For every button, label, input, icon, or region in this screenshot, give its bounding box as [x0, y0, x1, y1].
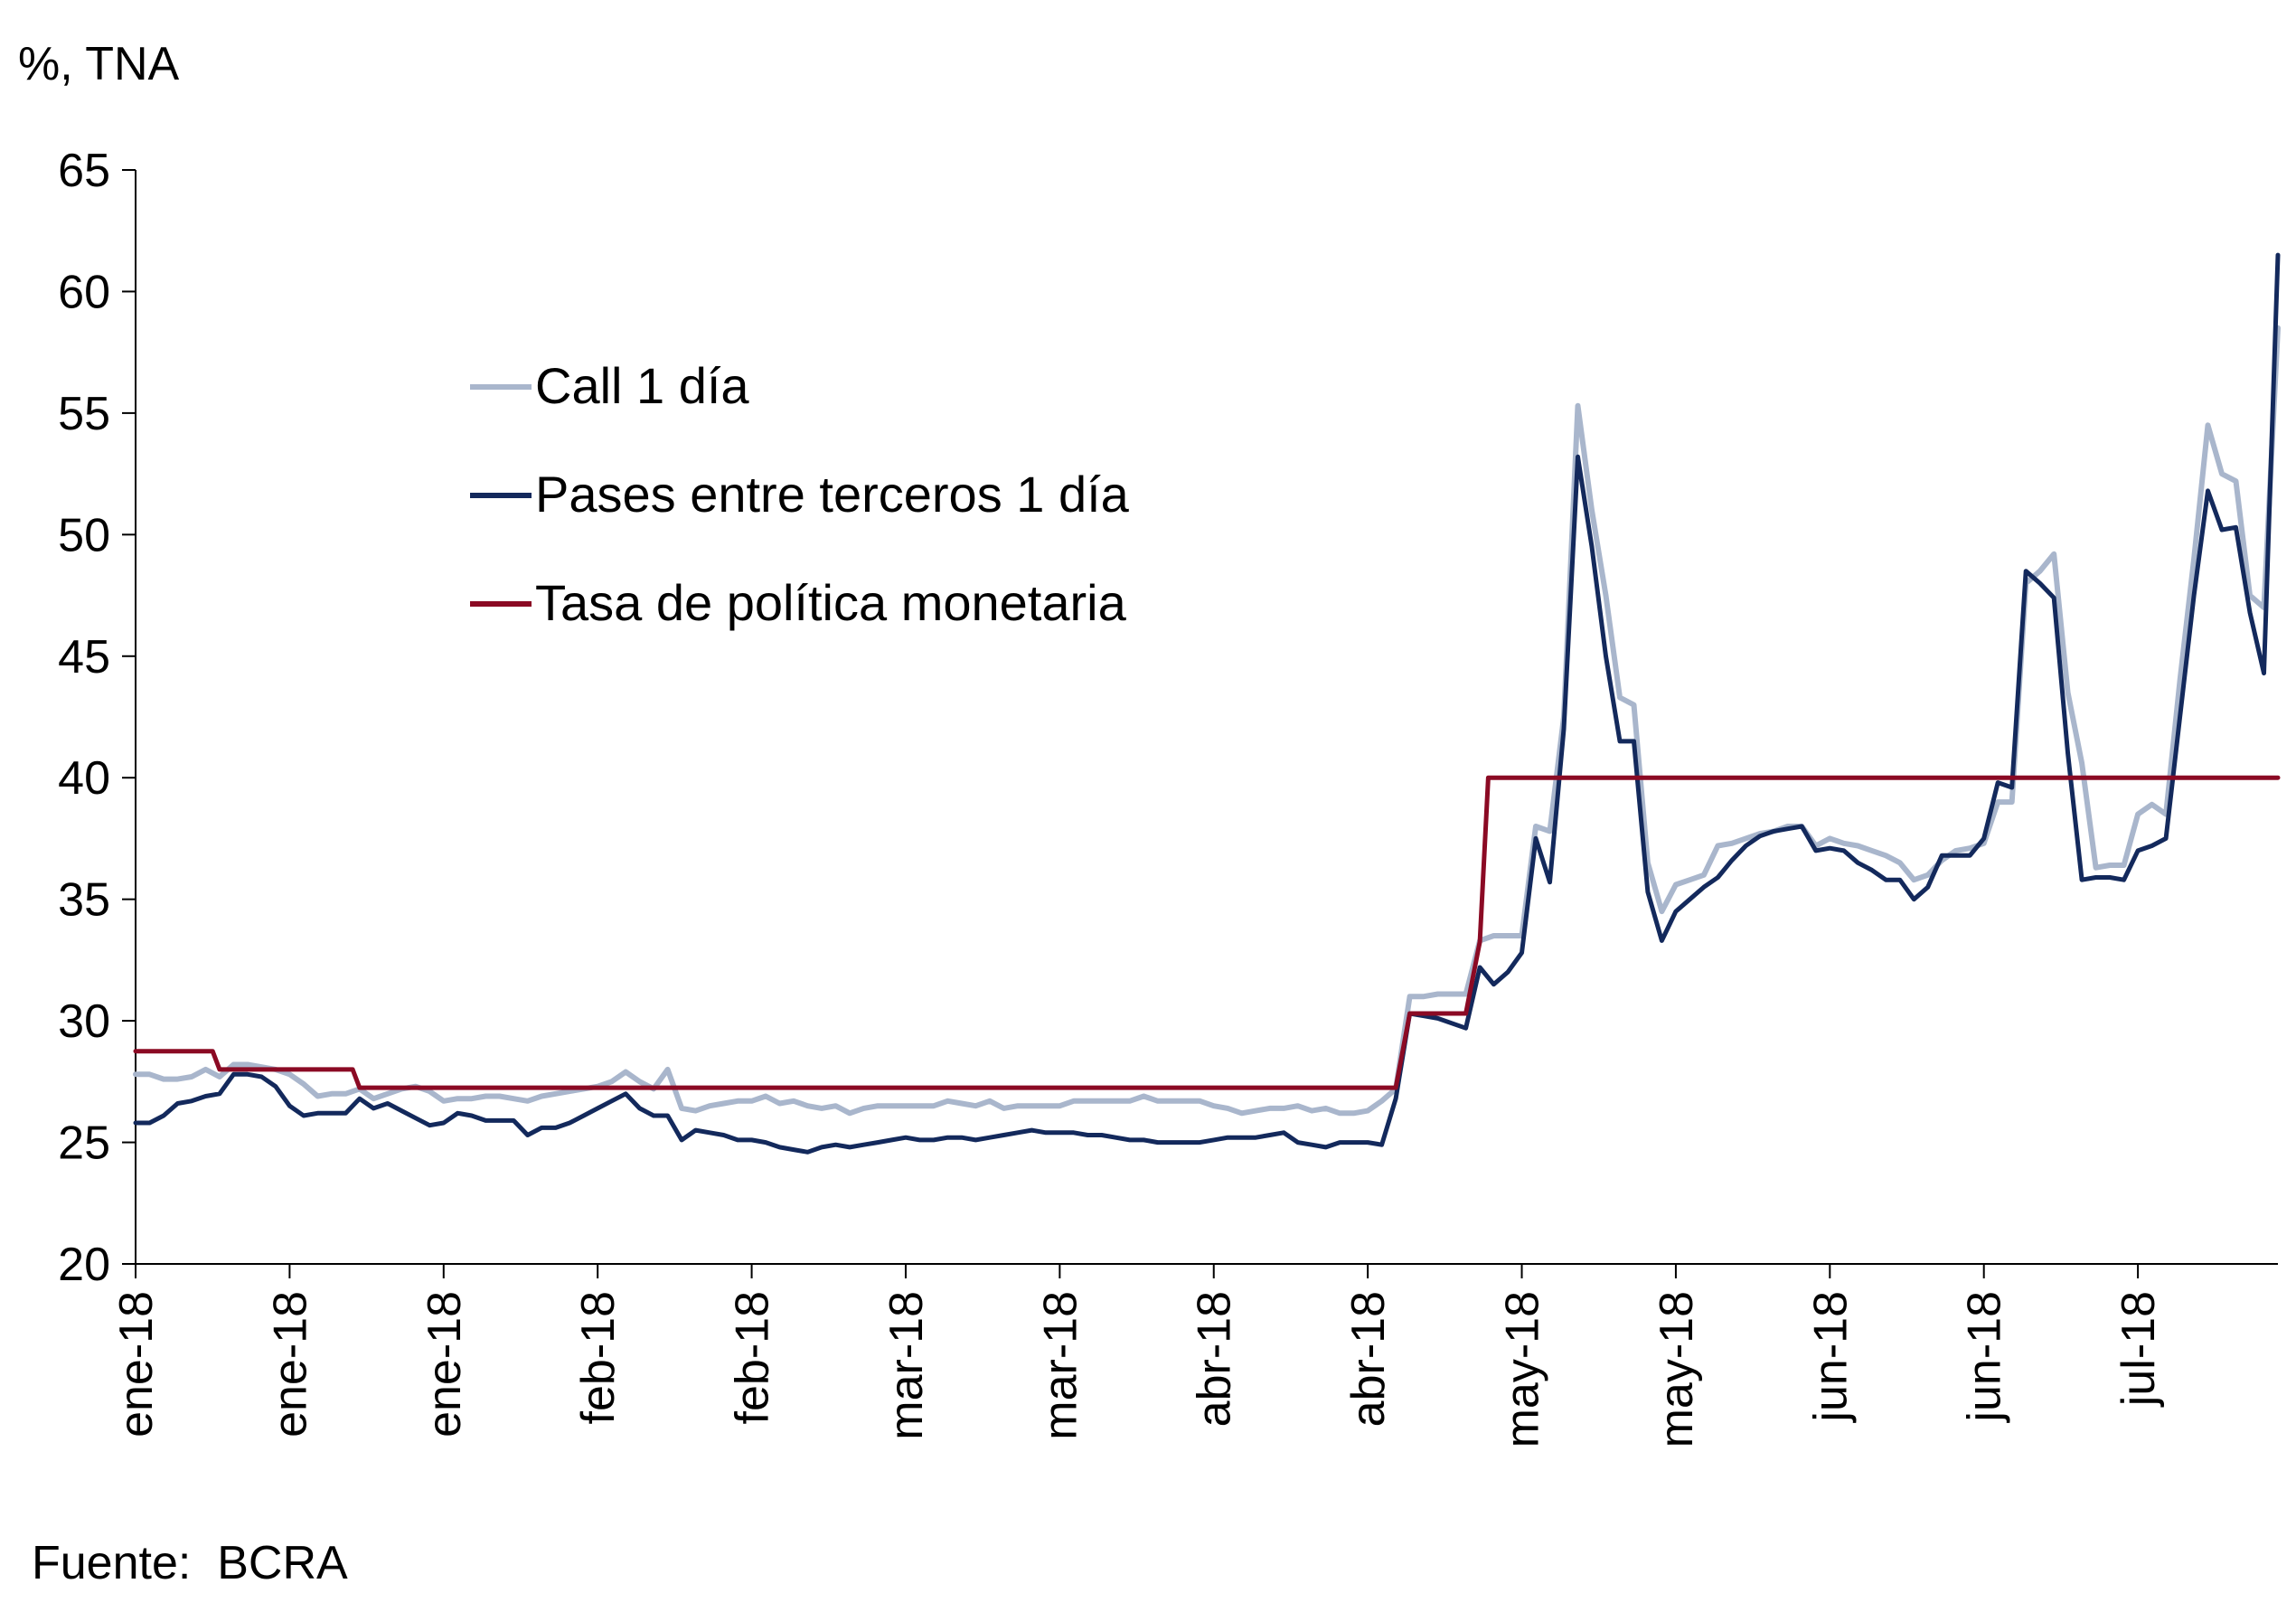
x-tick-label: feb-18 [727, 1291, 779, 1424]
series-line-1 [133, 325, 2281, 1117]
x-tick-label: abr-18 [1189, 1291, 1241, 1427]
legend-label-3: Tasa de política monetaria [535, 574, 1127, 631]
legend-label-2: Pases entre terceros 1 día [535, 466, 1130, 523]
x-axis: ene-18 ene-18 ene-18 feb-18 feb-18 mar-18 mar-… [110, 1263, 2278, 1447]
y-tick-label: 55 [58, 388, 110, 440]
x-tick-label: ene-18 [110, 1291, 163, 1438]
y-axis-title: %, TNA [18, 38, 180, 90]
y-tick-label: 60 [58, 266, 110, 318]
source-note: Fuente: BCRA [32, 1537, 348, 1589]
x-tick-label: mar-18 [880, 1291, 933, 1440]
x-tick-label: abr-18 [1342, 1291, 1395, 1427]
series-layer [133, 252, 2281, 1155]
series-line-2 [133, 252, 2281, 1155]
y-tick-label: 45 [58, 631, 110, 683]
legend-label-1: Call 1 día [535, 357, 749, 414]
x-tick-label: may-18 [1651, 1291, 1703, 1447]
y-tick-label: 25 [58, 1117, 110, 1170]
x-tick-label: feb-18 [572, 1291, 625, 1424]
y-tick-label: 35 [58, 874, 110, 927]
x-tick-label: ene-18 [264, 1291, 316, 1438]
x-tick-label: mar-18 [1034, 1291, 1087, 1440]
x-tick-label: jul-18 [2113, 1291, 2165, 1408]
y-tick-label: 50 [58, 509, 110, 561]
x-tick-label: jun-18 [1959, 1291, 2011, 1424]
y-tick-label: 20 [58, 1239, 110, 1291]
y-tick-label: 40 [58, 752, 110, 805]
x-tick-label: may-18 [1497, 1291, 1549, 1447]
y-tick-label: 65 [58, 145, 110, 197]
y-tick-label: 30 [58, 995, 110, 1048]
y-axis: 20 25 30 35 40 45 50 55 60 65 [58, 145, 136, 1291]
x-tick-label: ene-18 [419, 1291, 471, 1438]
x-tick-label: jun-18 [1804, 1291, 1857, 1424]
legend: Call 1 día Pases entre terceros 1 día Tasa… [470, 357, 1130, 631]
series-line-3 [133, 775, 2281, 1090]
